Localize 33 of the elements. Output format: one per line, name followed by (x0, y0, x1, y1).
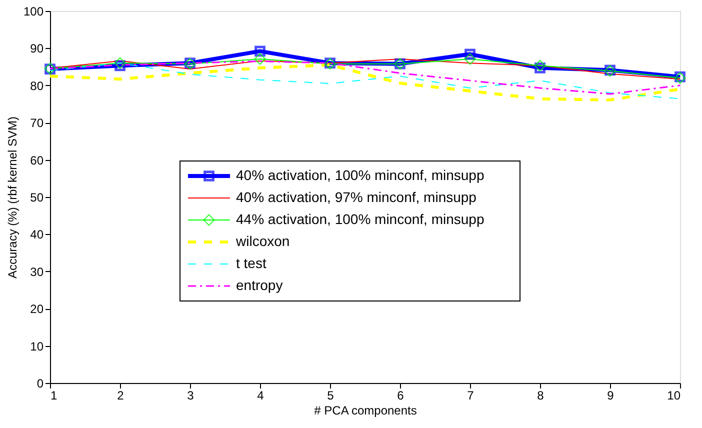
point (114, 57, 126, 69)
x-tick-label: 5 (327, 388, 334, 402)
legend-label: 40% activation, 97% minconf, minsupp (236, 189, 477, 205)
x-tick-label: 9 (607, 388, 614, 402)
point (254, 53, 266, 65)
x-tick-label: 1 (50, 388, 58, 402)
point (464, 53, 476, 65)
y-tick-label: 90 (30, 42, 44, 56)
y-tick-label: 30 (30, 264, 44, 279)
x-tick-label: 4 (257, 388, 264, 402)
x-tick-label: 10 (667, 388, 681, 402)
y-tick-label: 10 (30, 339, 44, 354)
y-tick-label: 0 (36, 376, 44, 390)
x-tick-label: 7 (467, 388, 474, 402)
legend-label: t test (236, 255, 266, 271)
y-tick-label: 40 (30, 228, 44, 242)
y-axis-title: Accuracy (%) (rbf kernel SVM) (5, 116, 20, 279)
x-tick-label: 2 (117, 388, 124, 402)
y-tick-label: 80 (30, 78, 44, 93)
y-tick-label: 60 (30, 153, 44, 168)
y-tick-label: 20 (30, 302, 44, 316)
point (534, 60, 546, 72)
legend-label: wilcoxon (235, 233, 290, 249)
x-tick-label: 8 (537, 388, 544, 402)
x-tick-label: 6 (397, 388, 404, 402)
legend-label: 44% activation, 100% minconf, minsupp (236, 211, 484, 227)
legend-label: 40% activation, 100% minconf, minsupp (236, 167, 484, 183)
y-tick-label: 50 (30, 190, 44, 204)
legend-label: entropy (236, 277, 283, 293)
x-axis-title: # PCA components (314, 404, 417, 418)
y-tick-label: 70 (30, 116, 44, 130)
y-tick-label: 100 (23, 4, 44, 18)
x-tick-label: 3 (187, 388, 194, 402)
